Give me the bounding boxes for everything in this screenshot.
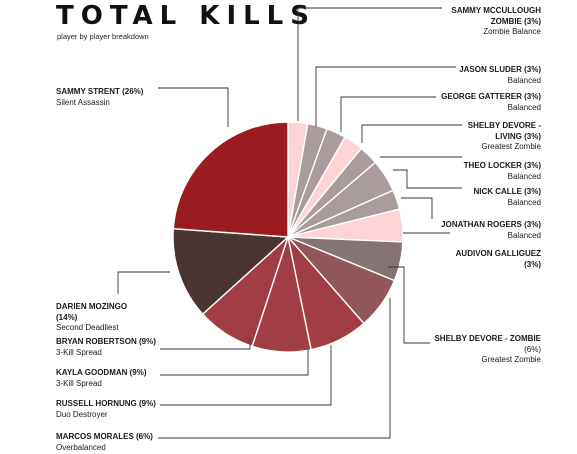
slice-name: SHELBY DEVORE - ZOMBIE (6%) — [434, 334, 541, 354]
slice-label-7: AUDIVON GALLIGUEZ (3%) — [431, 249, 541, 270]
slice-name: SAMMY STRENT (26%) — [56, 87, 144, 96]
slice-label-6: JONATHAN ROGERS (3%) Balanced — [421, 220, 541, 241]
slice-label-14: SAMMY STRENT (26%) Silent Assassin — [56, 87, 176, 108]
leader-line-11 — [160, 349, 309, 376]
slice-name: BRYAN ROBERTSON (9%) — [56, 337, 156, 346]
slice-percent: (9%) — [129, 368, 147, 377]
slice-label-13: DARIEN MOZINGO (14%) Second Deadliest — [56, 302, 166, 334]
slice-label-8: SHELBY DEVORE - ZOMBIE (6%) Greatest Zomb… — [401, 334, 541, 366]
chart-title: TOTAL KILLS — [56, 1, 316, 31]
slice-percent: (26%) — [122, 87, 144, 96]
slice-label-11: KAYLA GOODMAN (9%) 3-Kill Spread — [56, 368, 216, 389]
slice-label-9: MARCOS MORALES (6%) Overbalanced — [56, 432, 216, 453]
slice-name: NICK CALLE (3%) — [473, 187, 541, 196]
leader-lines — [117, 7, 462, 439]
slice-role: Duo Destroyer — [56, 409, 108, 419]
slice-role: Balanced — [507, 197, 541, 207]
slice-name: SAMMY MCCULLOUGH ZOMBIE (3%) — [451, 6, 541, 26]
slice-label-1: JASON SLUDER (3%) Balanced — [421, 65, 541, 86]
leader-line-13 — [117, 271, 170, 294]
slice-name: JONATHAN ROGERS (3%) — [441, 220, 541, 229]
leader-line-1 — [315, 66, 456, 127]
slice-name: KAYLA GOODMAN (9%) — [56, 368, 147, 377]
slice-percent: (3%) — [524, 187, 541, 196]
slice-role: Balanced — [507, 102, 541, 112]
pie-slice-14 — [172, 121, 289, 238]
slice-label-5: NICK CALLE (3%) Balanced — [421, 187, 541, 208]
leader-line-10 — [160, 345, 332, 406]
leader-line-8 — [388, 266, 430, 344]
slice-role: Zombie Balance — [483, 27, 541, 36]
slice-role: Balanced — [507, 75, 541, 85]
slice-name: AUDIVON GALLIGUEZ (3%) — [455, 249, 541, 269]
slice-role: Silent Assassin — [56, 97, 110, 107]
slice-percent: (9%) — [138, 399, 156, 408]
slice-name: RUSSELL HORNUNG (9%) — [56, 399, 156, 408]
pie-slice-13 — [172, 227, 290, 316]
leader-line-5 — [393, 169, 462, 189]
leader-line-6 — [401, 197, 433, 219]
pie-slices — [172, 121, 404, 353]
slice-role: Second Deadliest — [56, 323, 119, 332]
leader-line-9 — [158, 298, 391, 439]
slice-percent: (9%) — [138, 337, 156, 346]
slice-percent: (6%) — [136, 432, 153, 441]
slice-percent: (3%) — [524, 65, 541, 74]
slice-role: Greatest Zombie — [481, 355, 541, 364]
slice-label-3: SHELBY DEVORE - LIVING (3%) Greatest Zombi… — [431, 121, 541, 153]
slice-label-10: RUSSELL HORNUNG (9%) Duo Destroyer — [56, 399, 216, 420]
slice-percent: (3%) — [524, 220, 541, 229]
slice-percent: (3%) — [524, 161, 541, 170]
leader-line-12 — [160, 338, 251, 350]
slice-label-4: THEO LOCKER (3%) Balanced — [421, 161, 541, 182]
leader-line-14 — [158, 87, 229, 127]
leader-line-2 — [340, 96, 436, 132]
slice-role: 3-Kill Spread — [56, 347, 102, 357]
slice-role: Balanced — [507, 171, 541, 181]
slice-percent: (3%) — [524, 16, 541, 26]
slice-percent: (6%) — [524, 344, 541, 354]
leader-line-0 — [297, 7, 442, 121]
slice-role: Balanced — [507, 230, 541, 240]
chart-subtitle: player by player breakdown — [57, 32, 149, 41]
slice-label-12: BRYAN ROBERTSON (9%) 3-Kill Spread — [56, 337, 216, 358]
slice-role: Greatest Zombie — [481, 142, 541, 151]
slice-label-0: SAMMY MCCULLOUGH ZOMBIE (3%) Zombie Balanc… — [431, 6, 541, 38]
slice-percent: (3%) — [524, 92, 541, 101]
slice-percent: (3%) — [524, 259, 541, 269]
leader-line-3 — [361, 124, 462, 143]
slice-percent: (3%) — [524, 131, 541, 141]
slice-role: 3-Kill Spread — [56, 378, 102, 388]
slice-percent: (14%) — [56, 312, 78, 322]
slice-name: THEO LOCKER (3%) — [463, 161, 541, 170]
slice-label-2: GEORGE GATTERER (3%) Balanced — [421, 92, 541, 113]
slice-name: MARCOS MORALES (6%) — [56, 432, 153, 441]
slice-name: SHELBY DEVORE - LIVING (3%) — [467, 121, 541, 141]
slice-name: GEORGE GATTERER (3%) — [441, 92, 541, 101]
slice-name: DARIEN MOZINGO (14%) — [56, 302, 128, 322]
slice-role: Overbalanced — [56, 442, 106, 452]
slice-name: JASON SLUDER (3%) — [459, 65, 541, 74]
